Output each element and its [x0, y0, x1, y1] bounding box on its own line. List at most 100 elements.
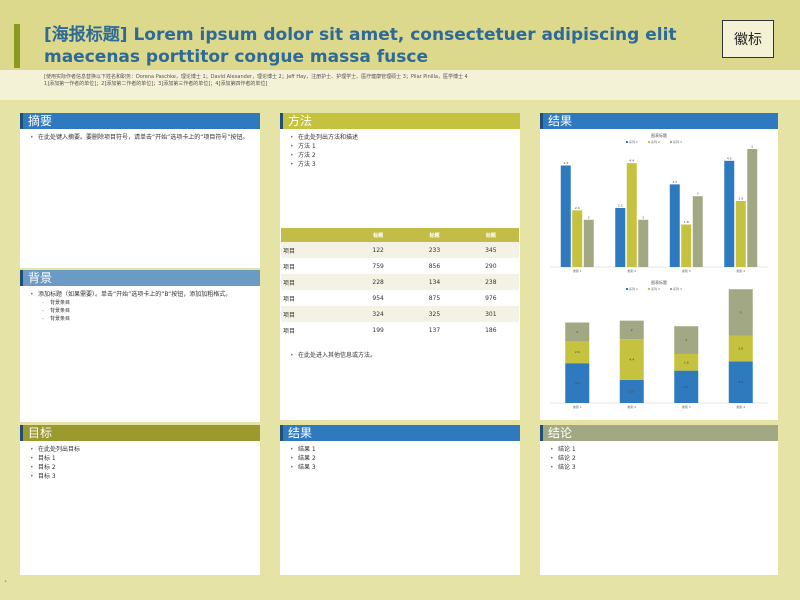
results-chart-heading-bar: 结果 — [540, 113, 778, 129]
legend-label: 系列 1 — [629, 139, 638, 144]
data-label: 2.8 — [738, 346, 743, 350]
data-label: 2.8 — [738, 196, 743, 200]
bar-segment — [728, 289, 753, 336]
table-cell: 325 — [406, 306, 463, 322]
list-item: 方法 2 — [288, 151, 512, 160]
x-tick-label: 类别 4 — [736, 404, 745, 409]
logo-placeholder: 徽标 — [722, 20, 774, 58]
chart-title: 图表标题 — [651, 279, 667, 285]
bar-segment — [619, 339, 644, 380]
table-cell: 项目 — [281, 322, 350, 338]
authors-info: [使用实际作者信息替换以下姓名和职务：Dorena Paschke，理论博士 1… — [44, 74, 744, 88]
data-label: 4.5 — [727, 156, 732, 160]
bar-segment — [565, 322, 590, 342]
list-item: 目标 1 — [28, 454, 252, 463]
table-row: 项目 954 875 976 — [281, 290, 519, 306]
table-cell: 856 — [406, 258, 463, 274]
table-row: 项目 199 137 186 — [281, 322, 519, 338]
table-cell: 301 — [462, 306, 519, 322]
list-item: 结果 1 — [288, 445, 512, 454]
bar-segment — [565, 341, 590, 364]
list-item: 添加标题（如果需要）。单击“开始”选项卡上的“B”按钮，添加加粗格式。 — [28, 290, 252, 299]
legend-swatch — [670, 141, 672, 143]
results-panel: 结果 结果 1 结果 2 结果 3 — [280, 425, 520, 575]
legend-label: 系列 1 — [629, 286, 638, 291]
table-row: 项目 324 325 301 — [281, 306, 519, 322]
heading-tick — [20, 425, 23, 441]
bar — [692, 196, 703, 267]
table-header: 标题 — [349, 228, 407, 242]
data-label: 4.5 — [738, 380, 743, 384]
conclusions-heading-bar: 结论 — [540, 425, 778, 441]
table-cell: 345 — [462, 242, 519, 258]
bar-segment — [674, 353, 699, 371]
table-header: 标题 — [406, 228, 463, 242]
heading-tick — [280, 425, 283, 441]
bar-segment — [619, 320, 644, 340]
list-item: 在此处列出方法和描述 — [288, 133, 512, 142]
table-cell: 项目 — [281, 258, 350, 274]
results-heading-bar: 结果 — [280, 425, 520, 441]
table-row: 项目 759 856 290 — [281, 258, 519, 274]
goals-heading: 目标 — [28, 426, 53, 440]
abstract-list: 在此处键入摘要。要删除项目符号，请单击“开始”选项卡上的“项目符号”按钮。 — [28, 133, 252, 142]
chart-title: 图表标题 — [651, 132, 667, 138]
table-header-row: 标题 标题 标题 — [281, 228, 519, 242]
bar — [615, 208, 626, 267]
table-cell: 项目 — [281, 290, 350, 306]
legend-label: 系列 3 — [673, 139, 682, 144]
data-label: 2 — [642, 215, 644, 219]
bar — [560, 165, 571, 267]
x-tick-label: 类别 2 — [627, 404, 636, 409]
data-label: 3.5 — [684, 385, 689, 389]
background-heading-bar: 背景 — [20, 270, 260, 286]
table-cell: 186 — [462, 322, 519, 338]
table-body: 项目 122 233 345 项目 759 856 290 项目 228 134 238 项目 954 87… — [281, 242, 519, 338]
legend-swatch — [648, 288, 650, 290]
list-item: 结论 2 — [548, 454, 770, 463]
background-heading: 背景 — [28, 271, 53, 285]
legend-label: 系列 3 — [673, 286, 682, 291]
heading-tick — [20, 270, 23, 286]
data-label: 2.4 — [575, 206, 580, 210]
table-cell: 954 — [349, 290, 407, 306]
abstract-panel: 摘要 在此处键入摘要。要删除项目符号，请单击“开始”选项卡上的“项目符号”按钮。 — [20, 113, 260, 268]
x-tick-label: 类别 2 — [627, 268, 636, 273]
results-chart-panel: 结果 图表标题 系列 1 系列 2 系列 3 4.3 2.4 2 类别 1 2.5 4.4 2 类别 … — [540, 113, 778, 420]
legend-swatch — [626, 288, 628, 290]
data-label: 2.5 — [629, 389, 634, 393]
heading-tick — [20, 113, 23, 129]
table-cell: 238 — [462, 274, 519, 290]
results-heading: 结果 — [288, 426, 313, 440]
goals-heading-bar: 目标 — [20, 425, 260, 441]
bar-segment — [674, 326, 699, 354]
data-label: 2 — [588, 215, 590, 219]
data-table: 标题 标题 标题 项目 122 233 345 项目 759 856 290 项目 228 134 2… — [281, 228, 519, 338]
table-cell: 项目 — [281, 306, 350, 322]
bar-segment — [728, 335, 753, 362]
data-label: 2 — [631, 328, 633, 332]
background-list: 添加标题（如果需要）。单击“开始”选项卡上的“B”按钮，添加加粗格式。 — [28, 290, 252, 299]
corner-mark: ` — [4, 580, 8, 589]
conclusions-heading: 结论 — [548, 426, 573, 440]
bar-segment — [619, 379, 644, 403]
table-cell: 项目 — [281, 242, 350, 258]
results-chart-heading: 结果 — [548, 114, 573, 128]
table-cell: 290 — [462, 258, 519, 274]
bar-segment — [728, 361, 753, 403]
data-label: 3.5 — [672, 180, 677, 184]
x-tick-label: 类别 1 — [573, 268, 582, 273]
data-label: 4.3 — [575, 381, 580, 385]
bar — [747, 149, 758, 267]
bar — [583, 219, 594, 267]
data-label: 5 — [740, 310, 742, 314]
list-item: 在此处键入摘要。要删除项目符号，请单击“开始”选项卡上的“项目符号”按钮。 — [28, 133, 252, 142]
methods-heading: 方法 — [288, 114, 313, 128]
bar-segment — [674, 370, 699, 403]
table-cell: 137 — [406, 322, 463, 338]
data-label: 1.8 — [684, 360, 689, 364]
list-item: 方法 1 — [288, 142, 512, 151]
methods-panel: 方法 在此处列出方法和描述 方法 1 方法 2 方法 3 标题 标题 标题 项目… — [280, 113, 520, 420]
background-panel: 背景 添加标题（如果需要）。单击“开始”选项卡上的“B”按钮，添加加粗格式。 背… — [20, 270, 260, 422]
